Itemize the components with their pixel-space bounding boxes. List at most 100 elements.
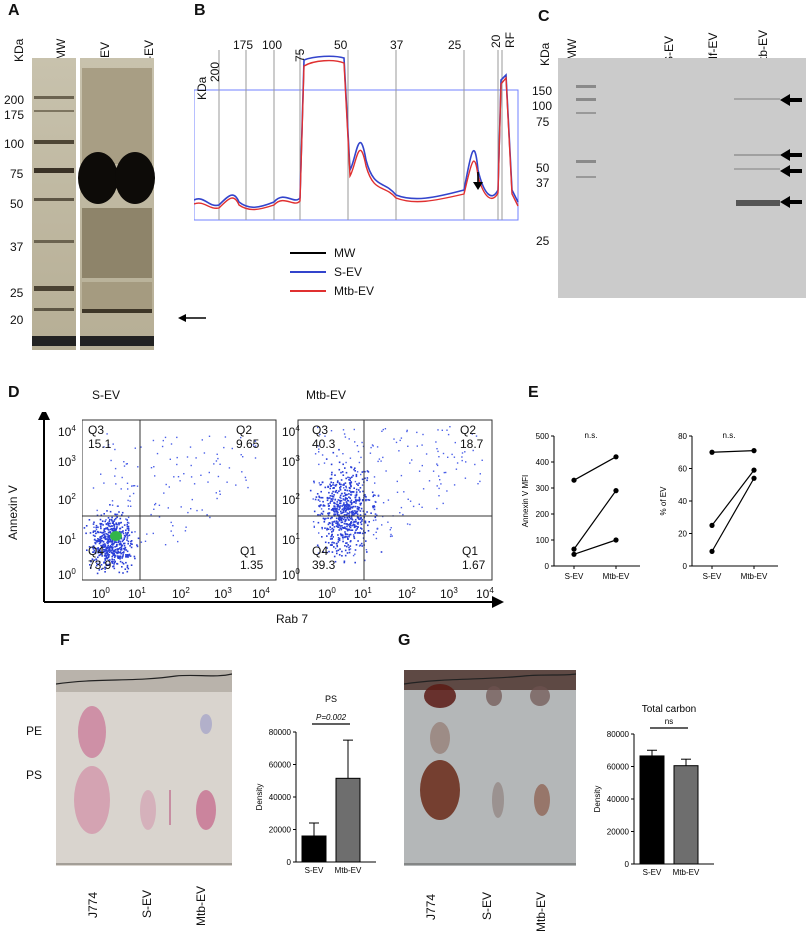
flow-dot xyxy=(104,571,106,573)
quadrant-label-q1: Q1 1.35 xyxy=(240,544,263,572)
flow-dot xyxy=(333,502,335,505)
flow-dot xyxy=(327,542,330,544)
flow-dot xyxy=(346,493,348,496)
flow-dot xyxy=(114,550,116,552)
flow-dot xyxy=(102,550,105,553)
log-tick-label: 103 xyxy=(282,454,300,469)
flow-dot xyxy=(319,500,321,502)
panel-g-lane-sev: S-EV xyxy=(480,891,494,920)
flow-dot xyxy=(121,566,123,568)
flow-dot xyxy=(343,487,345,489)
flow-dot xyxy=(100,527,102,530)
flow-dot xyxy=(345,487,348,489)
flow-dot xyxy=(164,544,167,546)
flow-dot xyxy=(330,498,333,500)
flow-dot xyxy=(126,555,129,558)
flow-dot xyxy=(358,518,360,520)
log-tick-label: 101 xyxy=(128,586,146,601)
flow-dot xyxy=(409,462,411,464)
flow-dot xyxy=(89,564,91,566)
flow-dot xyxy=(349,501,352,503)
flow-dot xyxy=(96,509,98,512)
panel-g-lane-mtbev: Mtb-EV xyxy=(534,891,548,932)
flow-dot xyxy=(358,489,360,491)
flow-dot xyxy=(350,506,352,509)
flow-dot xyxy=(447,433,450,436)
flow-dot xyxy=(374,513,377,515)
flow-dot xyxy=(321,536,323,538)
flow-dot xyxy=(226,481,228,483)
series-line xyxy=(711,469,755,526)
flow-dot xyxy=(350,481,353,484)
flow-dot xyxy=(336,514,339,516)
flow-dot xyxy=(231,447,233,450)
flow-dot xyxy=(353,537,356,540)
flow-dot xyxy=(352,510,354,512)
flow-dot xyxy=(331,523,334,525)
flow-dot xyxy=(195,457,197,459)
flow-dot xyxy=(122,530,124,532)
panel-d-xlabel: Rab 7 xyxy=(276,612,309,626)
quadrant-value: 40.3 xyxy=(312,437,336,451)
flow-dot xyxy=(105,519,107,521)
log-tick-base: 10 xyxy=(354,587,368,601)
flow-dot xyxy=(344,545,346,547)
flow-dot xyxy=(354,470,356,472)
flow-dot xyxy=(189,446,192,448)
flow-dot xyxy=(153,508,155,510)
flow-dot xyxy=(446,490,448,492)
mw-tick: 100 xyxy=(4,137,25,151)
flow-dot xyxy=(357,508,359,510)
mw-tick: 25 xyxy=(10,286,24,300)
flow-dot xyxy=(112,443,114,445)
quadrant-name: Q2 xyxy=(460,423,477,437)
flow-dot xyxy=(109,510,112,513)
flow-dot xyxy=(170,443,173,445)
flow-dot xyxy=(98,531,100,534)
flow-dot xyxy=(344,549,347,552)
flow-dot xyxy=(322,551,325,553)
flow-dot xyxy=(330,528,332,531)
flow-dot xyxy=(351,525,353,527)
flow-dot xyxy=(338,539,341,542)
flow-dot xyxy=(317,514,319,516)
flow-dot xyxy=(344,467,346,469)
flow-dot xyxy=(112,527,114,530)
log-tick-label: 100 xyxy=(58,567,76,582)
flow-dot xyxy=(332,496,335,498)
flow-dot xyxy=(347,518,350,521)
flow-dot xyxy=(350,516,353,518)
panel-c-arrow-icon xyxy=(780,94,802,106)
flow-dot xyxy=(328,512,330,515)
series-point xyxy=(751,475,757,481)
flow-dot xyxy=(344,489,347,491)
quadrant-label-q4: Q4 39.3 xyxy=(312,544,335,572)
y-tick-label: 500 xyxy=(536,432,550,441)
quadrant-value: 39.3 xyxy=(312,558,336,572)
flow-dot xyxy=(348,479,350,481)
flow-dot xyxy=(352,554,355,557)
log-tick-exp: 4 xyxy=(295,424,300,433)
flow-dot xyxy=(112,546,114,549)
flow-dot xyxy=(331,500,334,502)
flow-dot xyxy=(324,541,327,544)
bar xyxy=(335,777,361,863)
flow-dot xyxy=(471,433,473,435)
flow-dot xyxy=(331,541,334,544)
flow-dot xyxy=(326,551,328,554)
flow-dot xyxy=(124,568,127,570)
flow-dot xyxy=(345,471,348,474)
flow-dot xyxy=(94,547,96,550)
flow-dot xyxy=(180,506,182,508)
flow-dot xyxy=(380,551,383,553)
flow-dot xyxy=(161,445,164,448)
flow-dot xyxy=(107,517,110,519)
flow-dot xyxy=(177,540,179,543)
flow-dot xyxy=(314,453,317,455)
flow-dot xyxy=(359,487,362,489)
flow-dot xyxy=(101,520,104,522)
flow-dot xyxy=(109,550,112,552)
flow-dot xyxy=(344,497,347,500)
flow-dot xyxy=(361,441,363,444)
tlc-label-pe: PE xyxy=(26,724,43,738)
